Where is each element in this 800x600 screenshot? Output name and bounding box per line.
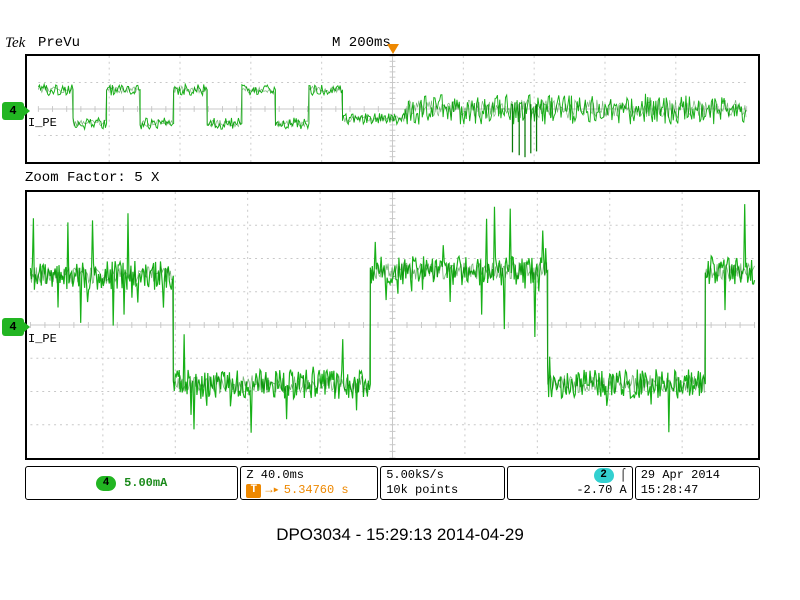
channel-4-label-zoom: I_PE (28, 332, 57, 346)
zoom-plot[interactable] (25, 190, 760, 460)
overview-plot[interactable] (25, 54, 760, 164)
channel-4-marker-zoom: 4 (2, 318, 24, 336)
channel-4-label-upper: I_PE (28, 116, 57, 130)
readout-bar: 4 5.00mA Z 40.0ms T →▸ 5.34760 s 5.00kS/… (25, 466, 760, 500)
overview-waveform (27, 56, 758, 162)
trigger-panel[interactable]: 2 ⌠ -2.70 A (507, 466, 632, 500)
record-length-value: 10k points (386, 483, 458, 498)
tek-logo: Tek (5, 35, 25, 52)
time-value: 15:28:47 (641, 483, 699, 498)
sample-rate-value: 5.00kS/s (386, 468, 444, 483)
channel-scale-panel[interactable]: 4 5.00mA (25, 466, 238, 500)
acquisition-panel[interactable]: 5.00kS/s 10k points (380, 466, 505, 500)
channel-scale-value: 5.00mA (124, 476, 167, 490)
datetime-panel: 29 Apr 2014 15:28:47 (635, 466, 760, 500)
timebase-panel[interactable]: Z 40.0ms T →▸ 5.34760 s (240, 466, 378, 500)
trigger-channel-badge: 2 (594, 468, 614, 483)
main-timebase: M 200ms (332, 35, 391, 51)
acquisition-mode: PreVu (38, 35, 80, 51)
trigger-time-value: 5.34760 s (284, 483, 349, 498)
trigger-position-icon (387, 44, 399, 54)
zoom-factor-label: Zoom Factor: 5 X (25, 170, 159, 186)
zoom-timebase-value: Z 40.0ms (246, 468, 304, 483)
edge-icon: ⌠ (620, 468, 627, 483)
trigger-level-value: -2.70 A (576, 483, 626, 498)
channel-4-marker: 4 (2, 102, 24, 120)
trigger-arrow-icon: →▸ (265, 483, 279, 498)
date-value: 29 Apr 2014 (641, 468, 720, 483)
zoom-waveform (27, 192, 758, 458)
channel-4-badge: 4 (96, 476, 116, 491)
screenshot-caption: DPO3034 - 15:29:13 2014-04-29 (0, 525, 800, 545)
trigger-badge-icon: T (246, 484, 261, 498)
